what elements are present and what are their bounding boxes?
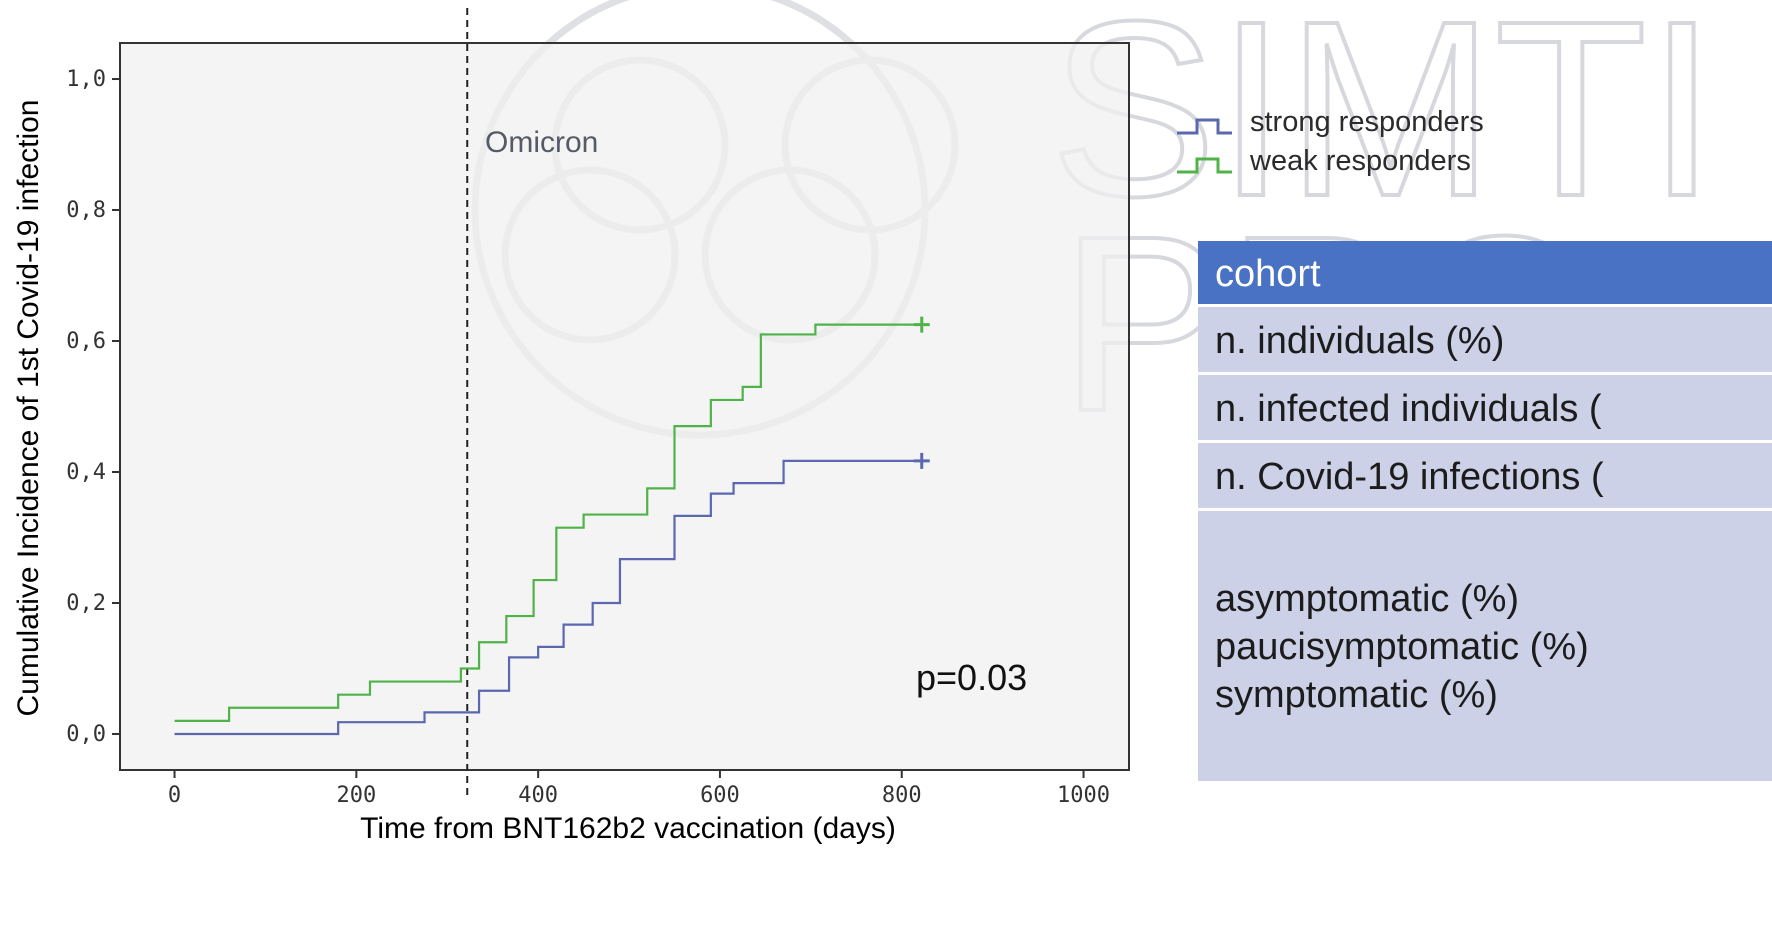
censor-mark-weak bbox=[913, 316, 930, 333]
series-group bbox=[174, 316, 930, 736]
y-tick-label: 0,8 bbox=[66, 198, 106, 223]
plot-area bbox=[119, 42, 1130, 771]
table-subrow: paucisymptomatic (%) bbox=[1215, 626, 1589, 668]
x-tick-label: 400 bbox=[518, 783, 558, 808]
table-header: cohort bbox=[1198, 241, 1772, 307]
x-tick-label: 0 bbox=[168, 783, 181, 808]
y-tick-label: 0,0 bbox=[66, 722, 106, 747]
series-line-strong bbox=[174, 459, 922, 736]
legend-swatch-strong bbox=[1177, 118, 1232, 135]
table-subrow: asymptomatic (%) bbox=[1215, 578, 1520, 620]
series-line-weak bbox=[174, 323, 922, 722]
p-value-label: p=0.03 bbox=[916, 657, 1027, 698]
table-subrow: symptomatic (%) bbox=[1215, 674, 1498, 716]
watermark-text-top: SIMTI bbox=[1050, 0, 1717, 248]
axes: 0 200 400 600 800 1000 0,0 0,2 0,4 0,6 0,8 1,0 bbox=[66, 67, 1110, 808]
legend-label-weak: weak responders bbox=[1249, 145, 1471, 177]
y-tick-label: 0,4 bbox=[66, 460, 106, 485]
censor-mark-strong bbox=[913, 452, 930, 469]
legend-swatch-weak bbox=[1177, 157, 1232, 174]
table-spacer bbox=[1215, 527, 1772, 575]
table-row: n. individuals (%) bbox=[1198, 307, 1772, 375]
x-tick-label: 600 bbox=[700, 783, 740, 808]
y-tick-label: 1,0 bbox=[66, 67, 106, 92]
cohort-table: cohort n. individuals (%) n. infected in… bbox=[1198, 241, 1772, 781]
table-row-symptoms: asymptomatic (%) paucisymptomatic (%) sy… bbox=[1198, 511, 1772, 781]
legend: strong responders weak responders bbox=[1177, 106, 1484, 177]
x-axis-title: Time from BNT162b2 vaccination (days) bbox=[360, 812, 896, 845]
x-tick-label: 800 bbox=[882, 783, 922, 808]
legend-label-strong: strong responders bbox=[1250, 106, 1484, 138]
y-axis-title: Cumulative Incidence of 1st Covid-19 inf… bbox=[12, 100, 45, 717]
omicron-label: Omicron bbox=[485, 126, 598, 159]
y-tick-label: 0,6 bbox=[66, 329, 106, 354]
x-tick-label: 200 bbox=[336, 783, 376, 808]
table-row: n. infected individuals ( bbox=[1198, 375, 1772, 443]
y-tick-label: 0,2 bbox=[66, 591, 106, 616]
x-tick-label: 1000 bbox=[1057, 783, 1110, 808]
table-row: n. Covid-19 infections ( bbox=[1198, 443, 1772, 511]
